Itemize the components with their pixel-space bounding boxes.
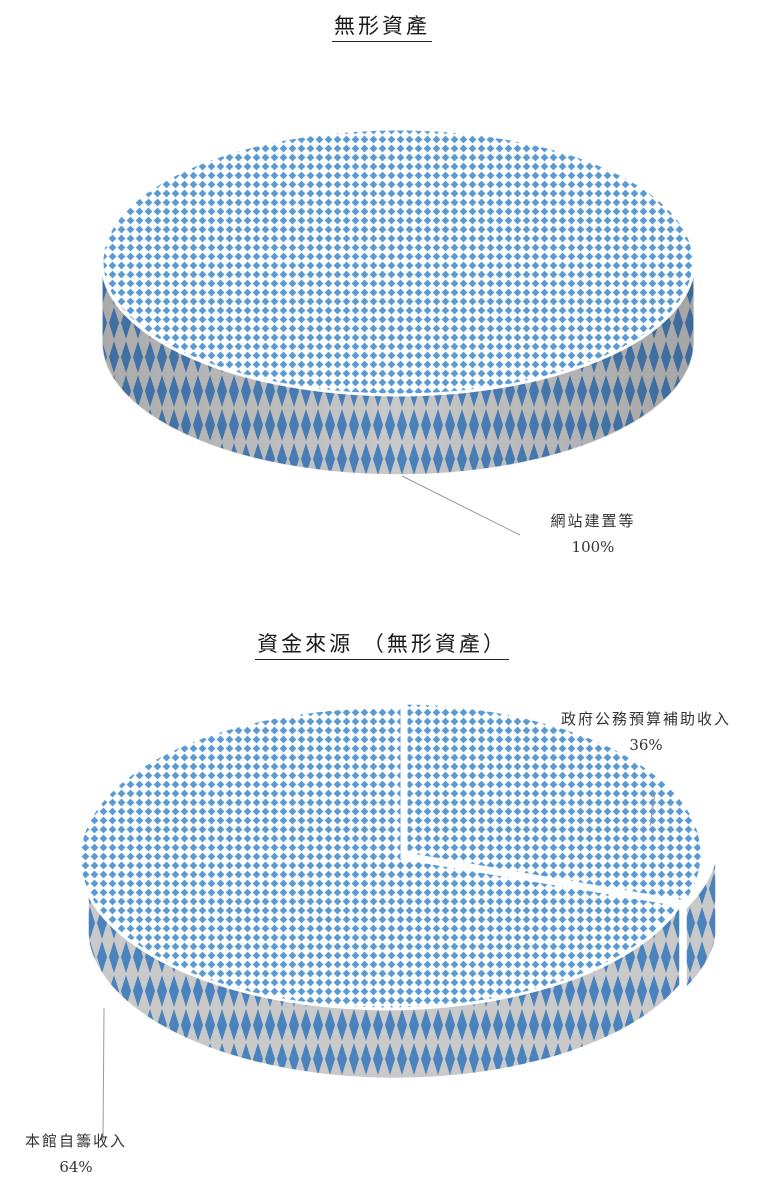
slice-label-64: 本館自籌收入 64%: [24, 1132, 127, 1176]
pie-slice-36: [404, 701, 704, 904]
pie-slice-top: [100, 127, 696, 397]
pie-chart-1: [100, 127, 696, 536]
chart-title: 資金來源 （無形資產）: [0, 628, 764, 660]
slice-label-36: 政府公務預算補助收入 36%: [560, 710, 731, 754]
chart-intangible-assets: 無形資產 網站建置等 100%: [0, 0, 764, 590]
chart-funding-sources: 資金來源 （無形資產） 政府公務預算補助收入 36% 本館自籌收入 64%: [0, 600, 764, 1183]
pie-chart-2: [77, 701, 717, 1141]
slice-label-1: 網站建置等 100%: [550, 512, 636, 556]
leader-line-36: [649, 792, 656, 827]
chart-title: 無形資產: [0, 10, 764, 42]
leader-line-64: [102, 1007, 105, 1141]
pie-slice-64: [77, 705, 683, 1011]
leader-line: [401, 475, 521, 536]
pie-slice-side-36: [685, 857, 717, 990]
